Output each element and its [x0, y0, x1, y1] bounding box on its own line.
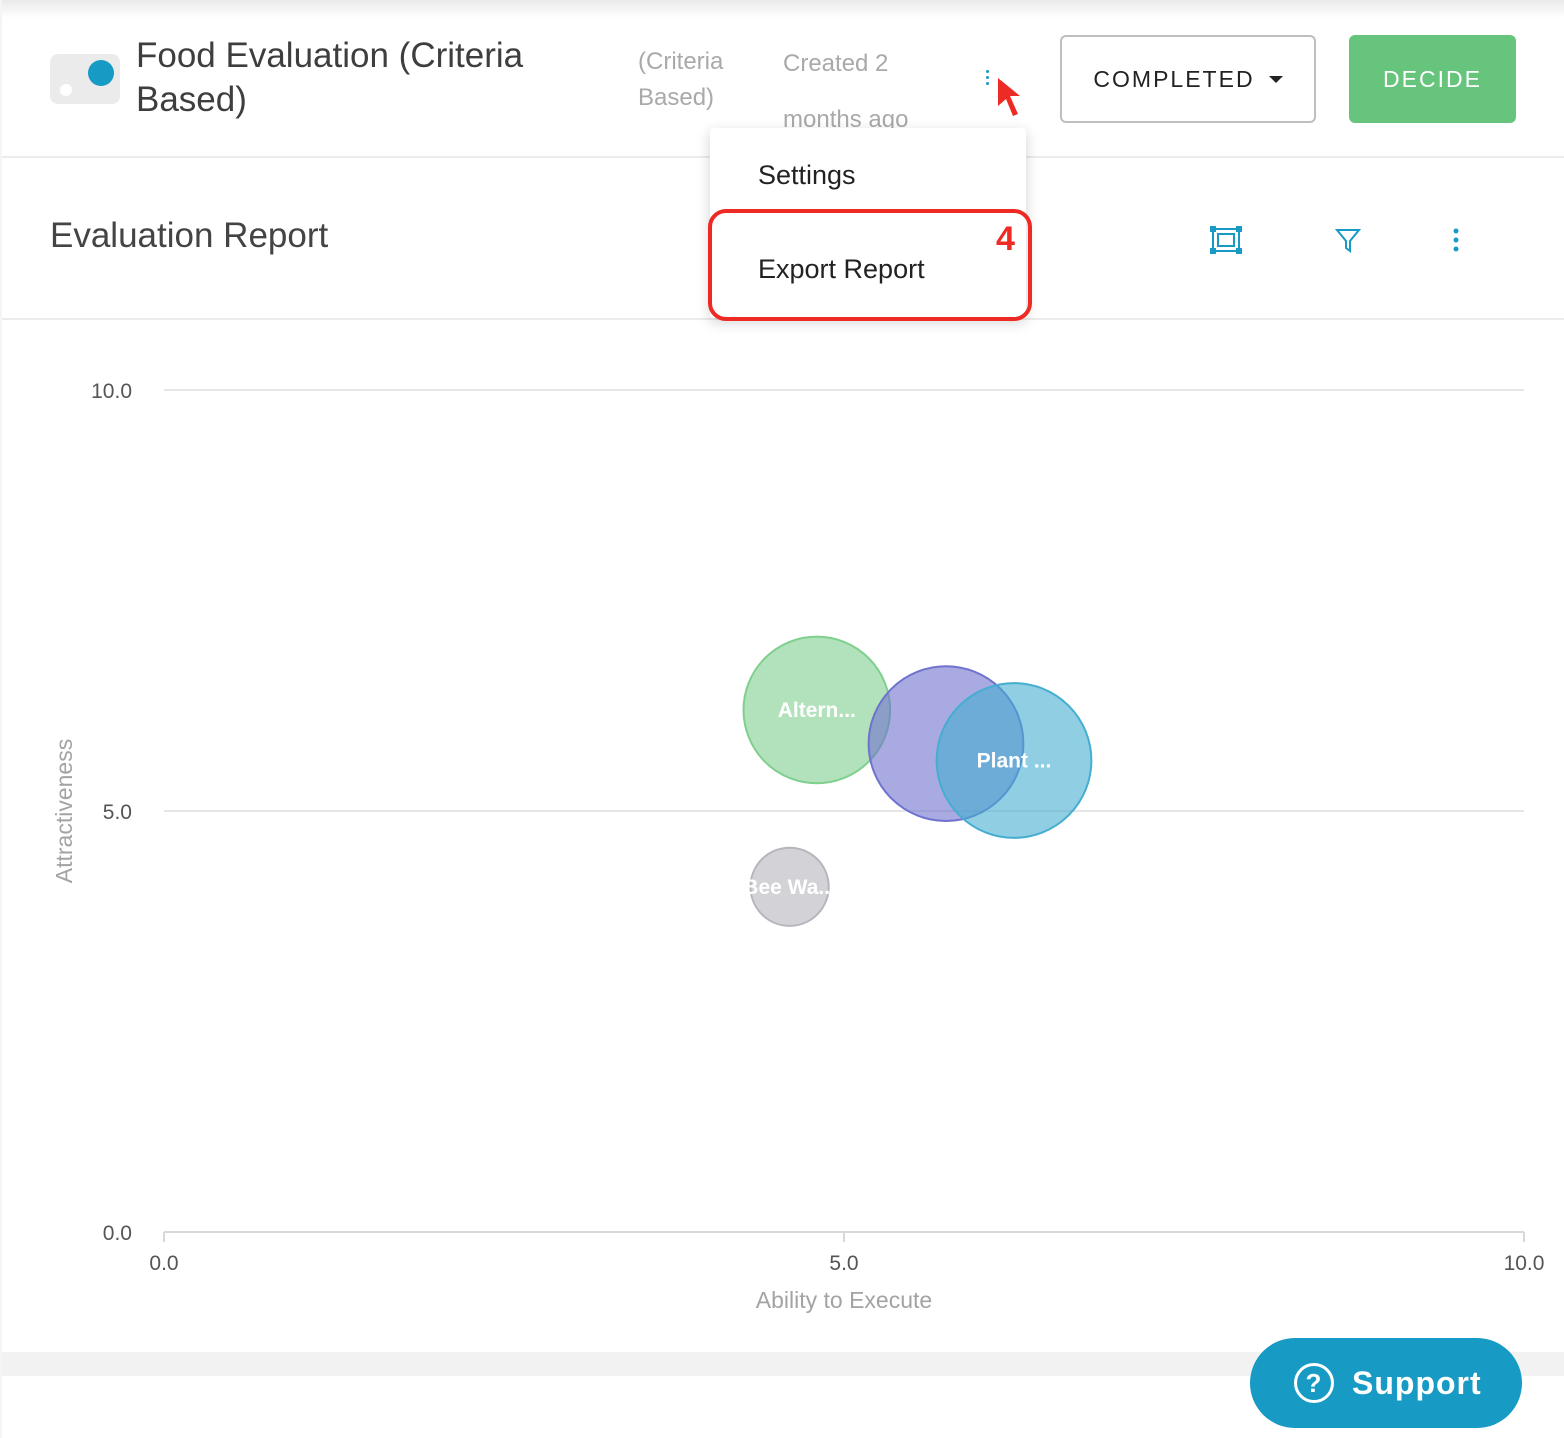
- step-number: 4: [996, 220, 1015, 258]
- x-tick-label: 5.0: [829, 1252, 858, 1275]
- highlight-box: [708, 209, 1032, 321]
- x-tick-label: 0.0: [149, 1252, 178, 1275]
- bubble-chart: 0.0 5.0 10.0 0.0 5.0 10.0 Ability to Execute At…: [2, 322, 1564, 1352]
- menu-item-export-report[interactable]: Export Report: [758, 253, 925, 284]
- cursor-arrow-icon: [998, 78, 1020, 116]
- bubble: [749, 846, 830, 927]
- status-dropdown-button[interactable]: COMPLETED: [1060, 35, 1316, 123]
- top-header: Food Evaluation (Criteria Based) (Criter…: [2, 0, 1564, 158]
- options-menu: Settings Export Report: [710, 128, 1026, 318]
- toggle-dot: [60, 84, 72, 96]
- y-tick-label: 0.0: [103, 1222, 132, 1245]
- report-options-icon[interactable]: [1436, 220, 1476, 260]
- filter-icon[interactable]: [1328, 220, 1368, 260]
- x-tick-label: 10.0: [1504, 1252, 1545, 1275]
- bubble: [935, 682, 1093, 839]
- bubble-label: Altern...: [778, 699, 856, 722]
- toggle-knob: [88, 60, 114, 86]
- section-title: Evaluation Report: [50, 216, 329, 255]
- header-shadow: [2, 0, 1564, 18]
- view-toggle[interactable]: [50, 54, 120, 104]
- more-options-icon[interactable]: [978, 64, 998, 94]
- evaluation-type: (Criteria Based): [638, 48, 724, 111]
- chart-svg: 0.0 5.0 10.0 0.0 5.0 10.0 Ability to Execute At…: [51, 380, 1545, 1313]
- fit-view-icon[interactable]: [1206, 220, 1246, 260]
- help-icon: ?: [1294, 1363, 1334, 1403]
- x-axis-label: Ability to Execute: [756, 1287, 932, 1313]
- bubble-label: Bee Wa...: [743, 876, 836, 899]
- support-button[interactable]: ? Support: [1250, 1338, 1522, 1428]
- bubble-label: Plant ...: [977, 749, 1052, 772]
- y-tick-label: 5.0: [103, 801, 132, 824]
- caret-down-icon: [1268, 75, 1283, 83]
- support-label: Support: [1352, 1364, 1482, 1401]
- status-label: COMPLETED: [1093, 65, 1255, 92]
- y-axis-label: Attractiveness: [51, 739, 77, 883]
- decide-button[interactable]: DECIDE: [1349, 35, 1516, 123]
- page-title: Food Evaluation (Criteria Based): [136, 36, 524, 119]
- menu-item-settings[interactable]: Settings: [758, 159, 856, 190]
- y-tick-label: 10.0: [91, 380, 132, 403]
